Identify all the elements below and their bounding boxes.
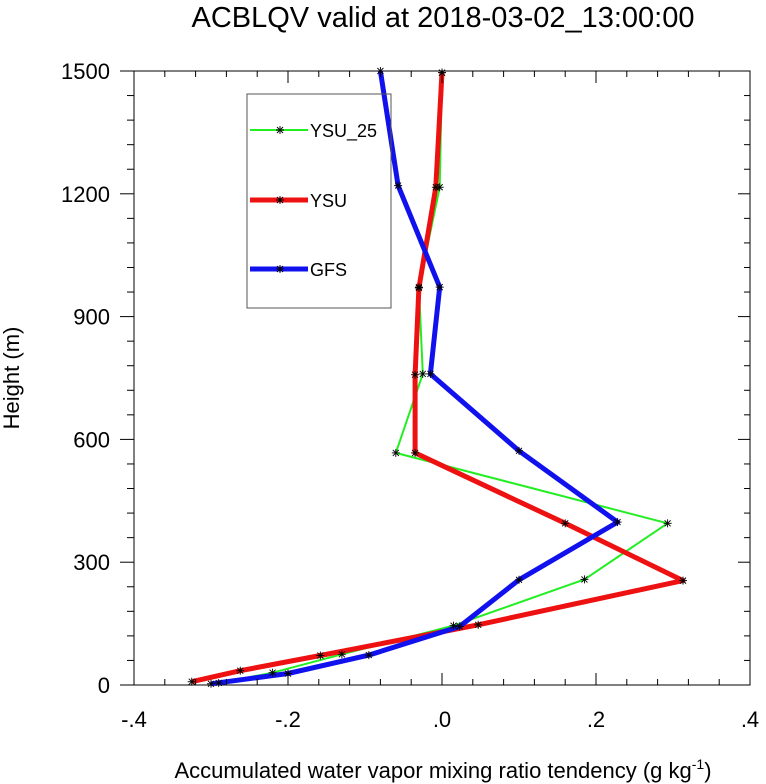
series-line-0 [218,72,669,684]
y-tick-label: 300 [73,550,110,575]
x-tick-label: -.4 [121,707,147,732]
plot-border [133,70,751,686]
y-tick-label: 600 [73,427,110,452]
chart-title: ACBLQV valid at 2018-03-02_13:00:00 [191,2,694,34]
data-point [561,519,570,528]
x-axis-label: Accumulated water vapor mixing ratio ten… [174,756,711,783]
data-point [268,668,277,677]
data-point [187,677,196,686]
legend-item: GFS [250,260,347,280]
x-tick-label: -.2 [275,707,301,732]
y-tick-label: 1200 [61,182,110,207]
data-point [316,651,325,660]
tick-layer: -.4 -.2 .0 .2 .4 0 300 600 900 1200 1500 [61,59,759,732]
data-point [580,575,589,584]
x-axis-label-sup: -1 [692,756,705,772]
data-point [394,181,403,190]
legend-item: YSU_25 [250,121,377,142]
data-point [236,666,245,675]
plot-frame [133,70,751,686]
data-point [474,620,483,629]
data-point [214,678,223,687]
data-point [431,183,440,192]
data-point [411,448,420,457]
legend-box [246,93,392,309]
data-point [411,370,420,379]
y-tick-label: 1500 [61,59,110,84]
y-tick-label: 900 [73,305,110,330]
x-tick-label: .0 [433,707,451,732]
data-point [515,575,523,584]
data-point [449,621,458,630]
data-point [613,518,622,527]
y-tick-label: 0 [98,673,110,698]
x-axis-label-main: Accumulated water vapor mixing ratio ten… [174,758,691,783]
x-tick-label: .4 [741,707,759,732]
x-axis-label-close: ) [704,758,711,783]
data-point [391,448,400,457]
data-point [515,446,523,455]
data-point [455,622,464,631]
legend-label: YSU_25 [310,121,377,142]
legend-label: YSU [310,191,347,211]
data-point [426,369,435,378]
legend-item: YSU [250,191,347,211]
data-point [679,576,688,585]
data-point [435,283,444,292]
series-layer [187,67,688,688]
legend-label: GFS [310,260,347,280]
data-point [364,651,373,660]
data-point [337,650,346,659]
legend: YSU_25 YSU GFS [246,93,392,309]
data-point [414,283,423,292]
data-point [207,679,215,688]
data-point [663,519,672,528]
data-point [418,369,427,378]
y-axis-label: Height (m) [0,327,24,430]
x-tick-label: .2 [587,707,605,732]
